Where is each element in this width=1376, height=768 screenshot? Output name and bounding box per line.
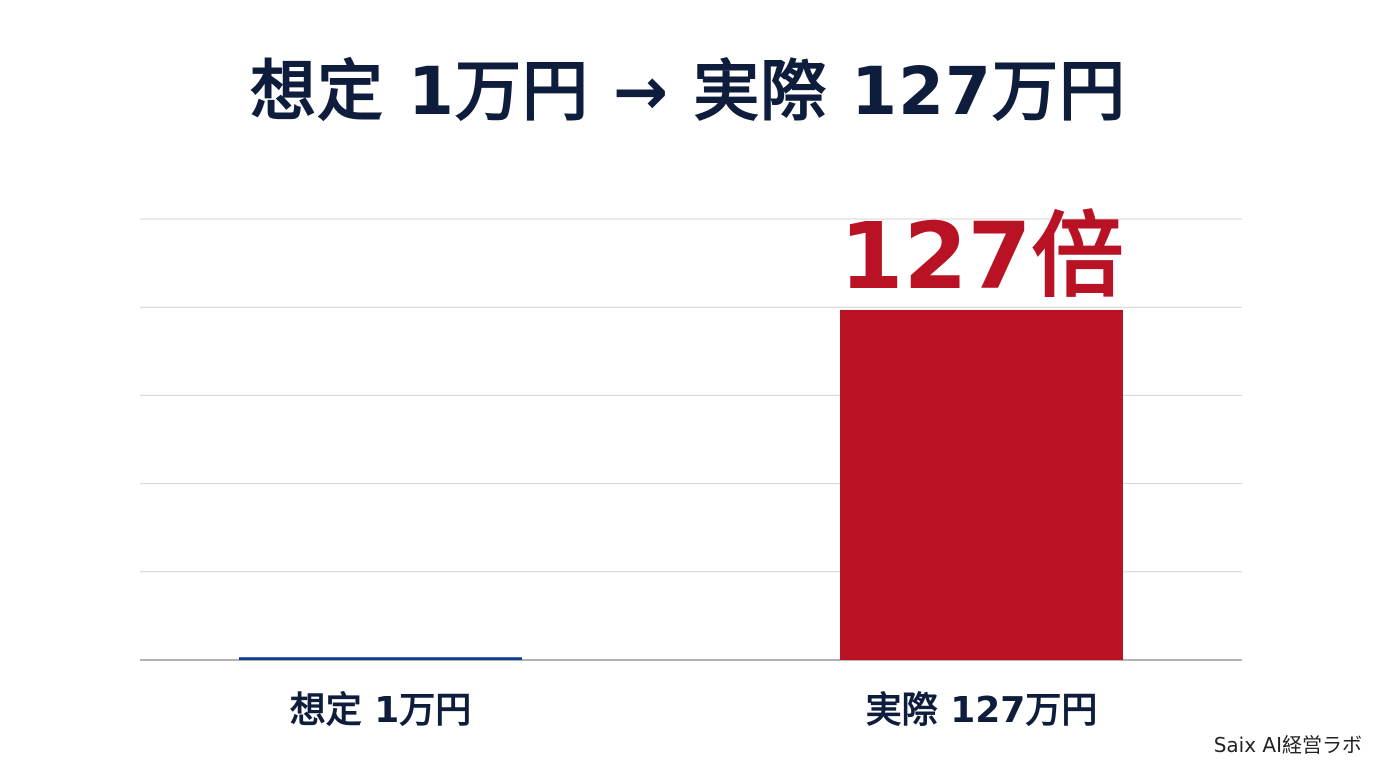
bar-1 [239, 657, 522, 660]
multiplier-annotation: 127倍 [839, 203, 1123, 310]
x-tick-label-1: 想定 1万円 [290, 690, 472, 731]
bar-2 [840, 309, 1123, 660]
watermark-text: Saix AI経営ラボ [1213, 733, 1362, 757]
x-tick-label-2: 実際 127万円 [866, 690, 1098, 731]
chart-title: 想定 1万円 → 実際 127万円 [250, 53, 1126, 130]
